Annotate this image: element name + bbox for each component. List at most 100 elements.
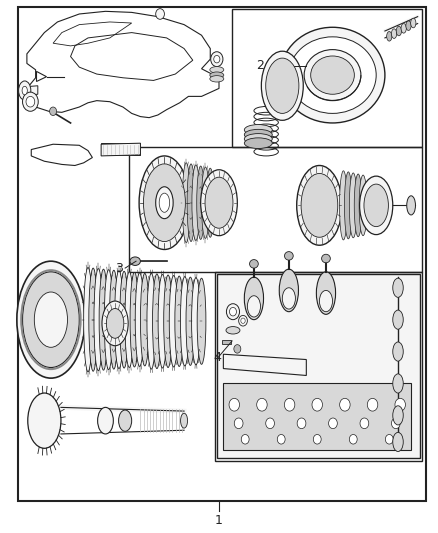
Ellipse shape [155,187,173,219]
Text: 4: 4 [213,351,221,365]
Bar [215,272,422,461]
Polygon shape [25,86,38,95]
Ellipse shape [395,398,406,411]
Ellipse shape [393,342,403,361]
Polygon shape [223,354,306,375]
Ellipse shape [34,292,67,348]
Ellipse shape [393,278,403,297]
Ellipse shape [211,52,223,67]
Ellipse shape [99,269,108,370]
Ellipse shape [350,173,357,238]
Ellipse shape [180,277,189,366]
Text: 1: 1 [215,514,223,527]
Ellipse shape [229,398,240,411]
Ellipse shape [125,272,134,368]
Ellipse shape [407,196,416,215]
Ellipse shape [313,434,321,444]
Ellipse shape [201,169,237,236]
Ellipse shape [234,418,243,429]
Ellipse shape [214,55,220,63]
Ellipse shape [191,278,200,365]
Ellipse shape [244,138,272,149]
Ellipse shape [28,393,61,448]
Ellipse shape [297,418,306,429]
Ellipse shape [158,274,167,368]
Ellipse shape [147,273,155,369]
Ellipse shape [210,67,224,73]
Bar [101,143,141,155]
Ellipse shape [316,272,336,314]
Ellipse shape [266,58,299,114]
Ellipse shape [283,288,295,309]
Ellipse shape [22,86,27,95]
Ellipse shape [393,310,403,329]
Ellipse shape [164,275,173,368]
Ellipse shape [89,268,98,371]
Ellipse shape [110,270,118,369]
Ellipse shape [393,406,403,425]
Ellipse shape [339,398,350,411]
Ellipse shape [94,269,102,370]
Ellipse shape [360,418,369,429]
Ellipse shape [102,301,128,346]
Ellipse shape [22,92,38,111]
Ellipse shape [187,164,195,241]
Ellipse shape [354,174,362,237]
Ellipse shape [234,345,241,353]
Ellipse shape [197,166,205,239]
Ellipse shape [339,171,347,240]
Text: 2: 2 [257,59,265,72]
Ellipse shape [182,163,190,243]
Ellipse shape [49,107,57,116]
Ellipse shape [106,309,124,338]
Ellipse shape [285,252,293,260]
Polygon shape [101,143,141,156]
Ellipse shape [392,29,397,38]
Ellipse shape [250,260,258,268]
Ellipse shape [367,398,378,411]
Ellipse shape [364,184,389,227]
Ellipse shape [130,257,141,265]
Ellipse shape [266,418,275,429]
Bar [217,274,420,458]
Ellipse shape [289,37,376,114]
Ellipse shape [312,398,322,411]
Ellipse shape [210,76,224,82]
Text: 3: 3 [115,262,123,274]
Ellipse shape [393,374,403,393]
Ellipse shape [120,271,128,368]
Ellipse shape [360,176,393,235]
Ellipse shape [169,276,178,367]
Ellipse shape [155,9,164,19]
Ellipse shape [98,407,113,434]
Ellipse shape [319,290,332,312]
Ellipse shape [115,271,124,368]
Ellipse shape [104,270,113,369]
Ellipse shape [311,56,354,94]
Ellipse shape [396,26,402,36]
Ellipse shape [26,96,35,107]
Ellipse shape [210,72,224,78]
Ellipse shape [144,164,185,241]
Ellipse shape [387,31,392,41]
Ellipse shape [297,165,342,245]
Ellipse shape [244,277,264,320]
Ellipse shape [244,125,272,135]
Ellipse shape [206,168,214,237]
Ellipse shape [411,18,416,28]
Ellipse shape [393,432,403,451]
Ellipse shape [141,273,149,366]
Bar [223,340,231,344]
Ellipse shape [401,23,406,33]
Ellipse shape [226,304,240,320]
Ellipse shape [244,130,272,140]
Ellipse shape [279,269,298,312]
Ellipse shape [205,177,233,228]
Ellipse shape [139,156,190,249]
Ellipse shape [159,193,170,212]
Ellipse shape [257,398,267,411]
Ellipse shape [84,268,92,372]
Ellipse shape [261,51,303,120]
Ellipse shape [22,272,79,368]
Ellipse shape [392,418,400,429]
